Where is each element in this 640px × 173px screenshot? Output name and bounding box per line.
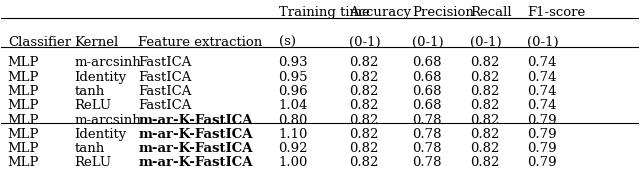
Text: 0.82: 0.82 — [470, 56, 499, 69]
Text: m-ar-K-FastICA: m-ar-K-FastICA — [138, 113, 253, 126]
Text: 0.78: 0.78 — [412, 113, 442, 126]
Text: Kernel: Kernel — [75, 36, 119, 49]
Text: 0.96: 0.96 — [278, 85, 308, 98]
Text: (s): (s) — [278, 36, 296, 49]
Text: 1.10: 1.10 — [278, 128, 308, 141]
Text: 0.93: 0.93 — [278, 56, 308, 69]
Text: 0.79: 0.79 — [527, 128, 557, 141]
Text: Identity: Identity — [75, 71, 127, 84]
Text: m-arcsinh: m-arcsinh — [75, 56, 141, 69]
Text: 0.74: 0.74 — [527, 85, 557, 98]
Text: 0.79: 0.79 — [527, 142, 557, 155]
Text: FastICA: FastICA — [138, 99, 192, 112]
Text: MLP: MLP — [8, 56, 39, 69]
Text: m-ar-K-FastICA: m-ar-K-FastICA — [138, 142, 253, 155]
Text: 0.82: 0.82 — [349, 85, 378, 98]
Text: m-arcsinh: m-arcsinh — [75, 113, 141, 126]
Text: 0.78: 0.78 — [412, 128, 442, 141]
Text: Feature extraction: Feature extraction — [138, 36, 262, 49]
Text: FastICA: FastICA — [138, 56, 192, 69]
Text: m-ar-K-FastICA: m-ar-K-FastICA — [138, 128, 253, 141]
Text: 0.82: 0.82 — [349, 71, 378, 84]
Text: FastICA: FastICA — [138, 85, 192, 98]
Text: Classifier: Classifier — [8, 36, 71, 49]
Text: 1.00: 1.00 — [278, 157, 308, 170]
Text: MLP: MLP — [8, 128, 39, 141]
Text: m-ar-K-FastICA: m-ar-K-FastICA — [138, 157, 253, 170]
Text: MLP: MLP — [8, 113, 39, 126]
Text: Accuracy: Accuracy — [349, 6, 411, 19]
Text: 0.74: 0.74 — [527, 99, 557, 112]
Text: Recall: Recall — [470, 6, 511, 19]
Text: (0-1): (0-1) — [412, 36, 444, 49]
Text: 0.82: 0.82 — [349, 142, 378, 155]
Text: 0.74: 0.74 — [527, 56, 557, 69]
Text: 0.68: 0.68 — [412, 56, 442, 69]
Text: 0.82: 0.82 — [470, 99, 499, 112]
Text: 0.82: 0.82 — [349, 113, 378, 126]
Text: 0.74: 0.74 — [527, 71, 557, 84]
Text: 0.82: 0.82 — [470, 85, 499, 98]
Text: 0.92: 0.92 — [278, 142, 308, 155]
Text: 0.78: 0.78 — [412, 142, 442, 155]
Text: Precision: Precision — [412, 6, 474, 19]
Text: ReLU: ReLU — [75, 99, 112, 112]
Text: 0.82: 0.82 — [349, 157, 378, 170]
Text: MLP: MLP — [8, 85, 39, 98]
Text: 0.68: 0.68 — [412, 99, 442, 112]
Text: (0-1): (0-1) — [349, 36, 380, 49]
Text: tanh: tanh — [75, 85, 105, 98]
Text: 0.82: 0.82 — [470, 113, 499, 126]
Text: tanh: tanh — [75, 142, 105, 155]
Text: 0.95: 0.95 — [278, 71, 308, 84]
Text: 0.82: 0.82 — [470, 142, 499, 155]
Text: 0.79: 0.79 — [527, 113, 557, 126]
Text: 0.82: 0.82 — [470, 128, 499, 141]
Text: MLP: MLP — [8, 99, 39, 112]
Text: 0.78: 0.78 — [412, 157, 442, 170]
Text: 0.68: 0.68 — [412, 85, 442, 98]
Text: ReLU: ReLU — [75, 157, 112, 170]
Text: MLP: MLP — [8, 157, 39, 170]
Text: 0.82: 0.82 — [349, 56, 378, 69]
Text: 0.79: 0.79 — [527, 157, 557, 170]
Text: F1-score: F1-score — [527, 6, 586, 19]
Text: 0.82: 0.82 — [470, 71, 499, 84]
Text: MLP: MLP — [8, 142, 39, 155]
Text: (0-1): (0-1) — [527, 36, 559, 49]
Text: Identity: Identity — [75, 128, 127, 141]
Text: 1.04: 1.04 — [278, 99, 308, 112]
Text: 0.82: 0.82 — [470, 157, 499, 170]
Text: Training time: Training time — [278, 6, 369, 19]
Text: 0.82: 0.82 — [349, 128, 378, 141]
Text: 0.80: 0.80 — [278, 113, 308, 126]
Text: 0.68: 0.68 — [412, 71, 442, 84]
Text: 0.82: 0.82 — [349, 99, 378, 112]
Text: FastICA: FastICA — [138, 71, 192, 84]
Text: (0-1): (0-1) — [470, 36, 501, 49]
Text: MLP: MLP — [8, 71, 39, 84]
